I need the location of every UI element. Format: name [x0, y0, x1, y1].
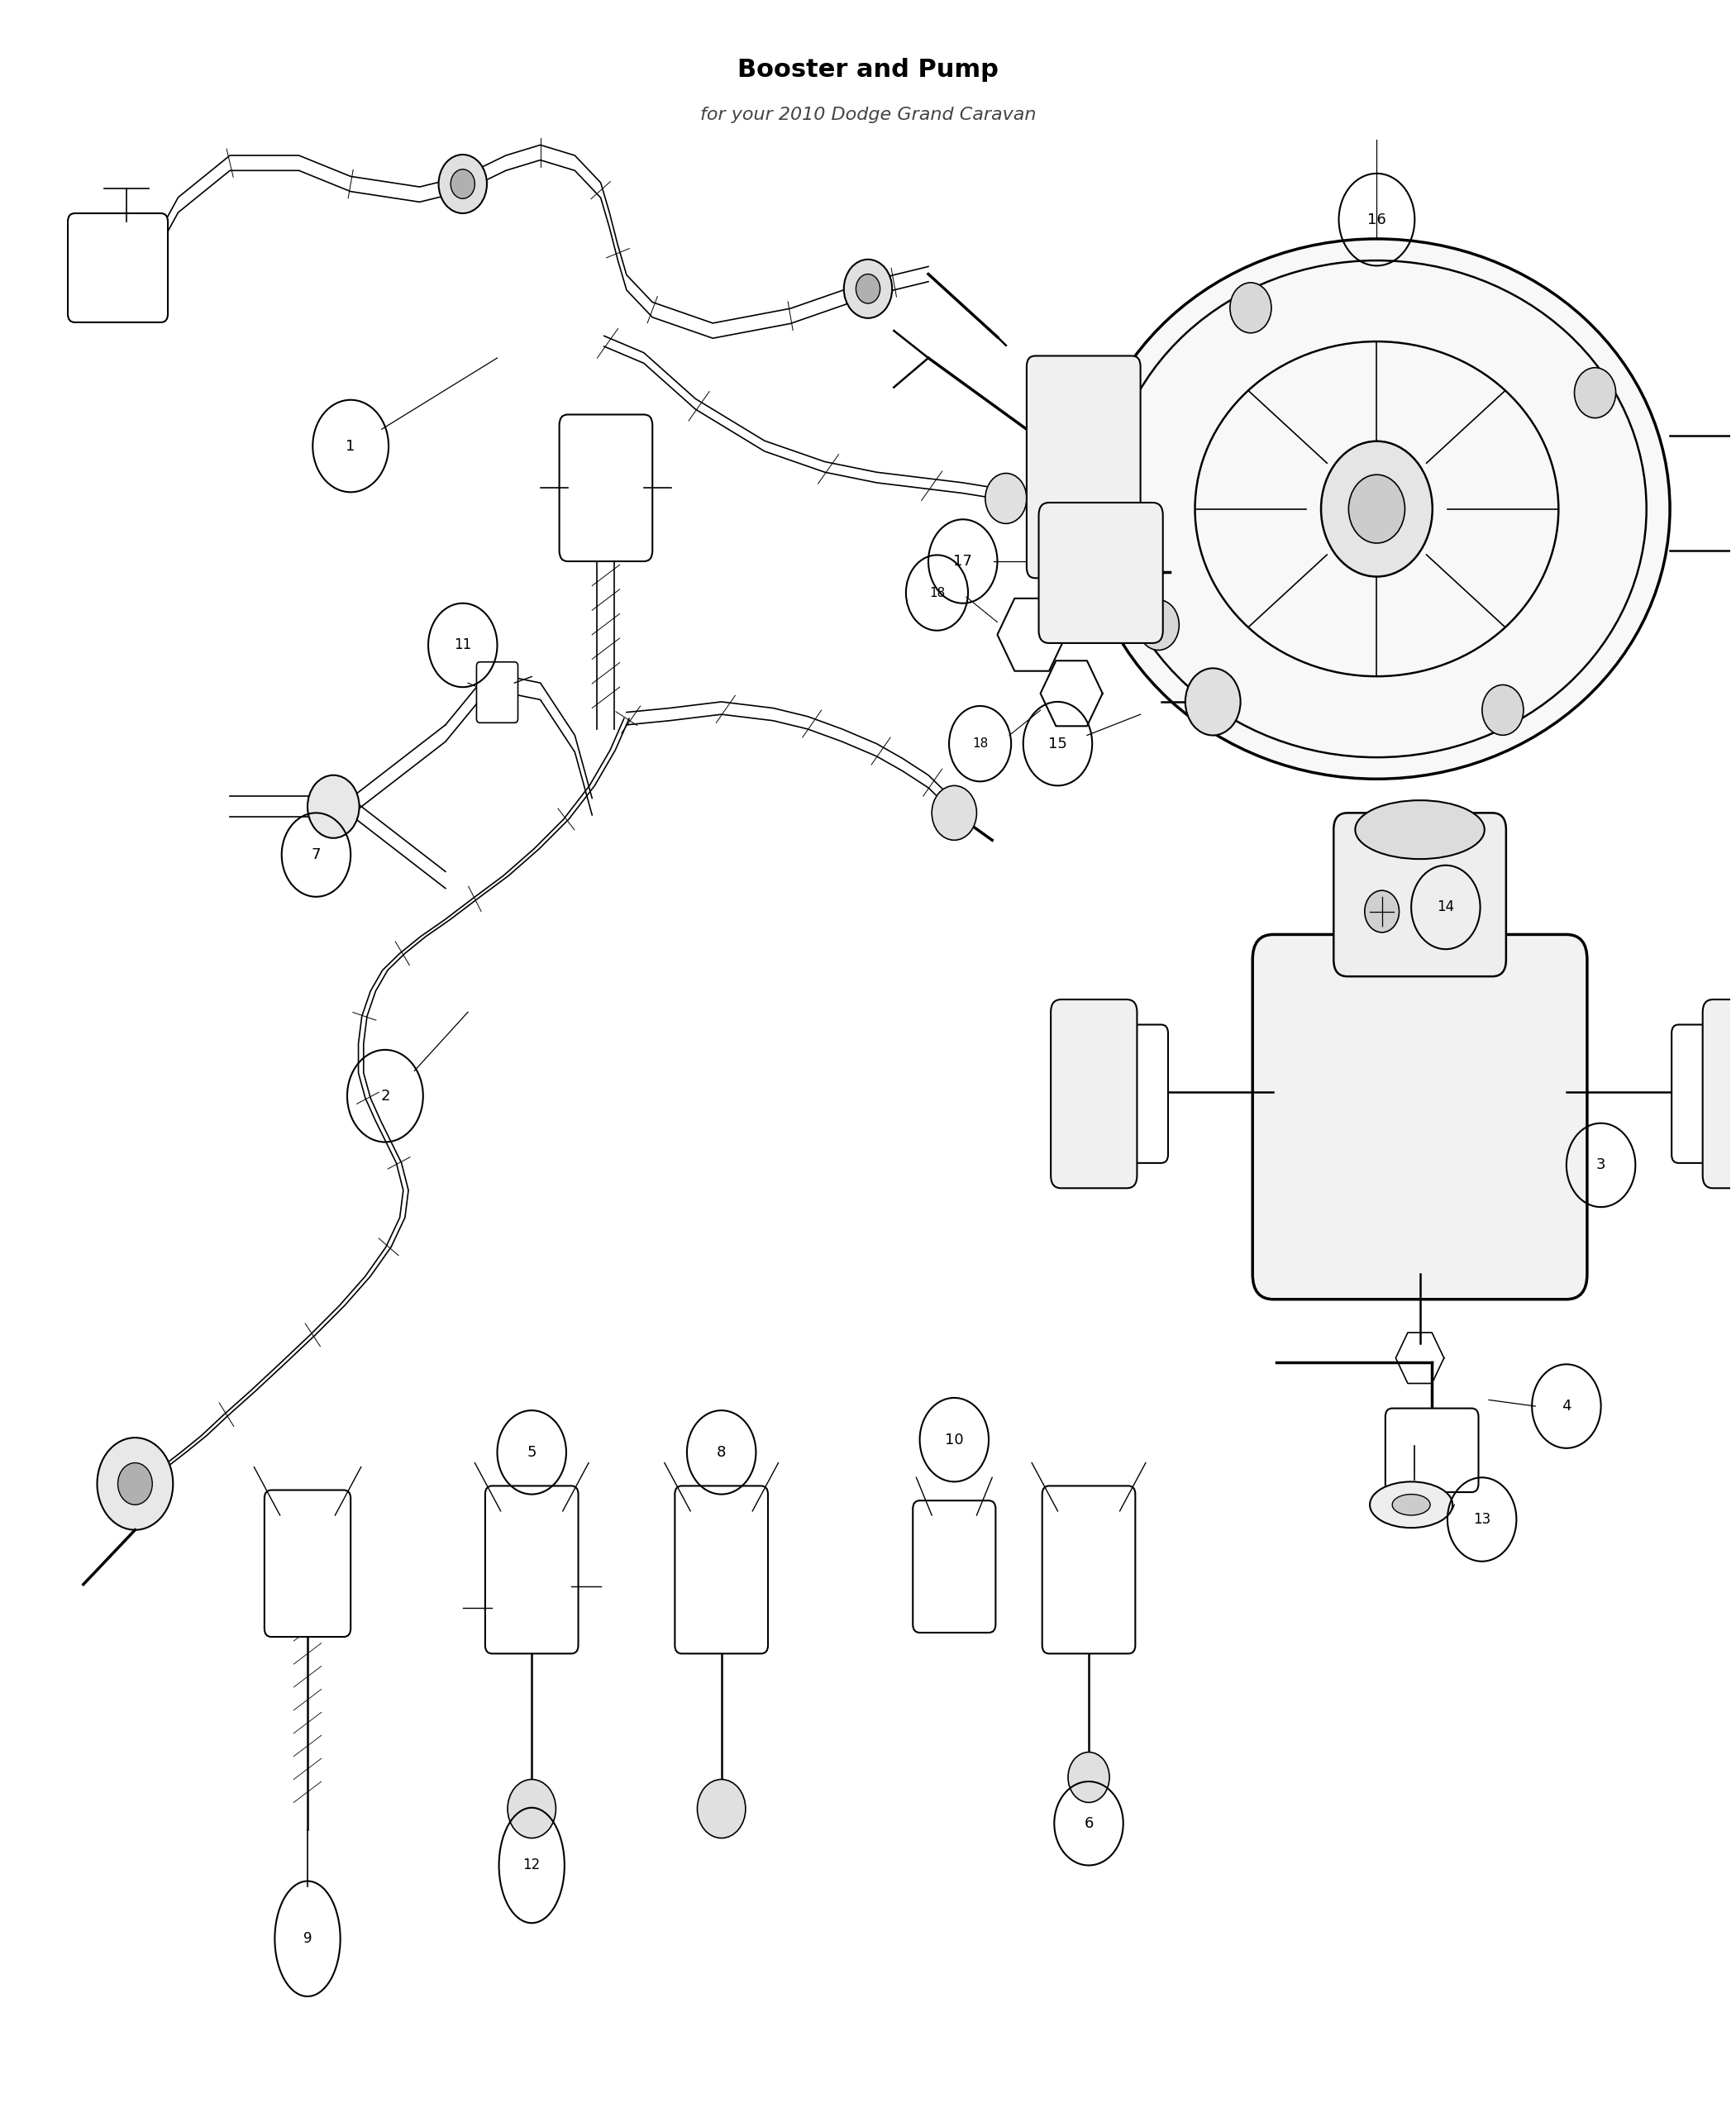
- Circle shape: [1483, 685, 1524, 736]
- FancyBboxPatch shape: [1333, 814, 1507, 976]
- Text: 10: 10: [944, 1431, 963, 1448]
- Text: 18: 18: [929, 586, 944, 599]
- Circle shape: [1137, 601, 1179, 649]
- Ellipse shape: [1370, 1482, 1453, 1528]
- Text: 2: 2: [380, 1088, 391, 1102]
- Text: 18: 18: [972, 738, 988, 750]
- Circle shape: [1231, 282, 1271, 333]
- Circle shape: [698, 1779, 745, 1838]
- FancyBboxPatch shape: [913, 1501, 996, 1632]
- Circle shape: [439, 154, 486, 213]
- Circle shape: [1364, 890, 1399, 932]
- Circle shape: [1186, 668, 1241, 736]
- Text: 12: 12: [523, 1857, 540, 1872]
- FancyBboxPatch shape: [675, 1486, 767, 1653]
- FancyBboxPatch shape: [264, 1490, 351, 1636]
- Ellipse shape: [1392, 1495, 1430, 1516]
- Circle shape: [507, 1779, 556, 1838]
- Circle shape: [986, 474, 1026, 523]
- Circle shape: [118, 1463, 153, 1505]
- FancyBboxPatch shape: [477, 662, 517, 723]
- Circle shape: [932, 786, 977, 841]
- Text: 15: 15: [1049, 736, 1068, 750]
- Text: 11: 11: [453, 639, 472, 653]
- Circle shape: [1321, 441, 1432, 578]
- Ellipse shape: [1356, 801, 1484, 860]
- FancyBboxPatch shape: [1253, 934, 1587, 1299]
- FancyBboxPatch shape: [1050, 999, 1137, 1189]
- Text: 5: 5: [528, 1444, 536, 1459]
- Text: 4: 4: [1562, 1400, 1571, 1414]
- FancyBboxPatch shape: [1038, 502, 1163, 643]
- Text: Booster and Pump: Booster and Pump: [738, 59, 998, 82]
- Circle shape: [844, 259, 892, 318]
- Text: 3: 3: [1595, 1157, 1606, 1172]
- Circle shape: [1068, 1752, 1109, 1802]
- Circle shape: [307, 776, 359, 839]
- Text: 13: 13: [1474, 1511, 1491, 1526]
- Circle shape: [1349, 474, 1404, 544]
- FancyBboxPatch shape: [559, 415, 653, 561]
- Ellipse shape: [1083, 238, 1670, 780]
- FancyBboxPatch shape: [1703, 999, 1736, 1189]
- Text: 8: 8: [717, 1444, 726, 1459]
- FancyBboxPatch shape: [1111, 1024, 1168, 1164]
- Circle shape: [451, 169, 476, 198]
- Text: 9: 9: [304, 1931, 312, 1946]
- Circle shape: [856, 274, 880, 304]
- Text: 17: 17: [953, 554, 972, 569]
- Circle shape: [1575, 367, 1616, 417]
- FancyBboxPatch shape: [1385, 1408, 1479, 1492]
- Text: 16: 16: [1368, 213, 1385, 228]
- Text: 1: 1: [345, 438, 356, 453]
- FancyBboxPatch shape: [68, 213, 168, 323]
- Circle shape: [97, 1438, 174, 1530]
- FancyBboxPatch shape: [1672, 1024, 1729, 1164]
- Text: 14: 14: [1437, 900, 1455, 915]
- FancyBboxPatch shape: [1042, 1486, 1135, 1653]
- Text: 6: 6: [1083, 1815, 1094, 1832]
- FancyBboxPatch shape: [1026, 356, 1141, 578]
- Text: 7: 7: [311, 847, 321, 862]
- Text: for your 2010 Dodge Grand Caravan: for your 2010 Dodge Grand Caravan: [700, 105, 1036, 122]
- FancyBboxPatch shape: [484, 1486, 578, 1653]
